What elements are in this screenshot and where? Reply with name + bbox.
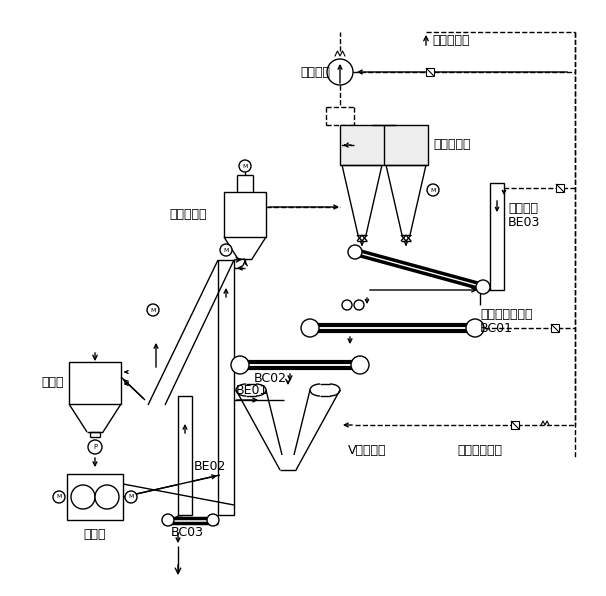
Bar: [426, 68, 434, 76]
Circle shape: [147, 304, 159, 316]
Bar: [556, 184, 564, 192]
Text: 辊压机: 辊压机: [84, 527, 106, 541]
Text: 动态选粉机: 动态选粉机: [169, 207, 207, 221]
Bar: [218, 260, 234, 515]
Circle shape: [301, 319, 319, 337]
Text: BE03: BE03: [508, 216, 541, 229]
Circle shape: [327, 59, 353, 85]
Circle shape: [53, 491, 65, 503]
Text: M: M: [242, 163, 248, 169]
Circle shape: [466, 319, 484, 337]
Circle shape: [476, 280, 490, 294]
Text: M: M: [128, 495, 134, 499]
Circle shape: [351, 356, 369, 374]
Circle shape: [95, 485, 119, 509]
Text: M: M: [430, 188, 436, 193]
Circle shape: [71, 485, 95, 509]
Circle shape: [125, 491, 137, 503]
Bar: [490, 183, 504, 290]
Text: 循环风机: 循环风机: [300, 66, 330, 79]
Text: BC02: BC02: [253, 372, 287, 386]
Circle shape: [354, 300, 364, 310]
Text: 来自原料配料站: 来自原料配料站: [480, 309, 533, 321]
Bar: [67, 474, 123, 520]
Circle shape: [427, 184, 439, 196]
Text: V型选粉机: V型选粉机: [348, 443, 387, 457]
Circle shape: [207, 514, 219, 526]
Circle shape: [239, 160, 251, 172]
Bar: [511, 421, 519, 429]
Circle shape: [231, 356, 249, 374]
Bar: [224, 192, 266, 237]
Circle shape: [348, 245, 362, 259]
Text: BE02: BE02: [194, 460, 227, 473]
Text: BC01: BC01: [480, 321, 513, 334]
Text: P: P: [93, 444, 97, 450]
Bar: [551, 324, 559, 332]
Circle shape: [88, 440, 102, 454]
Circle shape: [342, 300, 352, 310]
Text: M: M: [56, 495, 62, 499]
Circle shape: [162, 514, 174, 526]
Text: BE01: BE01: [236, 383, 268, 396]
Text: M: M: [224, 247, 228, 253]
Circle shape: [220, 244, 232, 256]
Bar: [178, 396, 192, 515]
Text: M: M: [150, 308, 156, 312]
Text: 入均化库: 入均化库: [508, 201, 538, 215]
Bar: [69, 362, 121, 404]
Text: 来自高温风机: 来自高温风机: [458, 443, 502, 457]
Text: 稳流仓: 稳流仓: [41, 377, 64, 390]
Text: 进袋收尘器: 进袋收尘器: [432, 33, 470, 46]
Text: BC03: BC03: [171, 526, 204, 539]
Text: 旋风收尘器: 旋风收尘器: [433, 138, 470, 151]
Bar: [340, 125, 428, 165]
